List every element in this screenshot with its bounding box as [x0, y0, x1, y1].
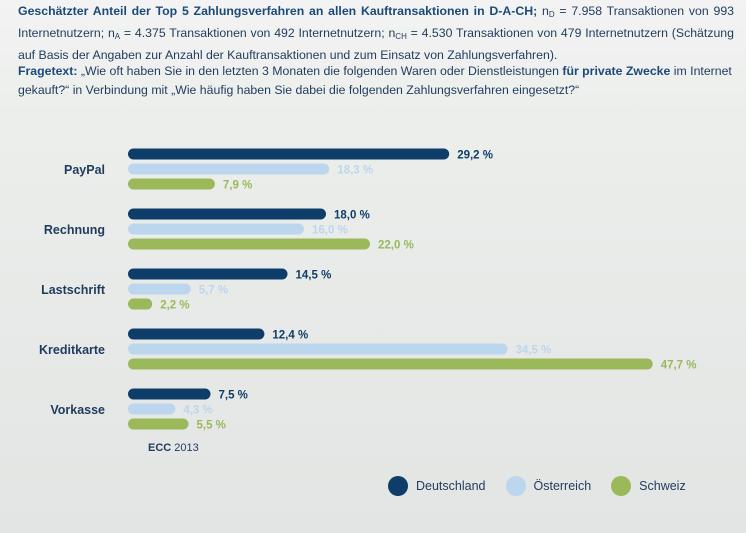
bar-schweiz-paypal: [128, 178, 215, 190]
data-label-oesterreich-kreditkarte: 34,5 %: [516, 345, 552, 357]
data-label-deutschland-kreditkarte: 12,4 %: [272, 330, 308, 342]
bar-deutschland-paypal: [128, 148, 450, 160]
data-label-deutschland-rechnung: 18,0 %: [334, 210, 370, 222]
bar-oesterreich-lastschrift: [128, 283, 191, 295]
chart-title: Geschätzter Anteil der Top 5 Zahlungsver…: [18, 4, 538, 18]
bar-oesterreich-vorkasse: [128, 403, 176, 415]
category-label-lastschrift: Lastschrift: [41, 283, 106, 297]
data-label-deutschland-vorkasse: 7,5 %: [219, 390, 248, 402]
category-label-vorkasse: Vorkasse: [50, 403, 105, 417]
data-label-oesterreich-paypal: 18,3 %: [337, 165, 373, 177]
bar-oesterreich-kreditkarte: [128, 343, 508, 355]
bar-schweiz-rechnung: [128, 238, 370, 250]
data-label-deutschland-lastschrift: 14,5 %: [296, 270, 332, 282]
data-label-schweiz-vorkasse: 5,5 %: [197, 420, 226, 432]
bar-oesterreich-rechnung: [128, 223, 304, 235]
category-label-rechnung: Rechnung: [44, 223, 105, 237]
legend-swatch-schweiz: [611, 476, 632, 496]
legend-label-schweiz: Schweiz: [639, 479, 686, 493]
data-label-schweiz-paypal: 7,9 %: [223, 180, 252, 192]
category-label-paypal: PayPal: [64, 163, 105, 177]
bar-schweiz-kreditkarte: [128, 358, 653, 370]
data-label-schweiz-rechnung: 22,0 %: [378, 240, 414, 252]
legend-item-schweiz: Schweiz: [611, 476, 686, 496]
question-lead: Fragetext:: [18, 64, 78, 78]
bar-schweiz-lastschrift: [128, 298, 153, 310]
legend-item-deutschland: Deutschland: [388, 476, 486, 496]
bar-deutschland-lastschrift: [128, 268, 288, 280]
legend-swatch-deutschland: [388, 476, 408, 496]
bar-deutschland-vorkasse: [128, 388, 211, 400]
source-note: ECC 2013: [148, 442, 199, 454]
data-label-schweiz-lastschrift: 2,2 %: [160, 300, 189, 312]
bar-oesterreich-paypal: [128, 163, 330, 175]
category-label-kreditkarte: Kreditkarte: [39, 343, 105, 357]
bar-deutschland-rechnung: [128, 208, 326, 220]
question-text: Fragetext: „Wie oft haben Sie in den let…: [18, 64, 732, 97]
legend: Deutschland Österreich Schweiz: [388, 476, 706, 496]
data-label-oesterreich-rechnung: 16,0 %: [312, 225, 348, 237]
question-emphasis: für private Zwecke: [562, 64, 671, 78]
data-label-deutschland-paypal: 29,2 %: [457, 150, 493, 162]
legend-label-deutschland: Deutschland: [416, 479, 486, 493]
bar-schweiz-vorkasse: [128, 418, 189, 430]
chart-description: Geschätzter Anteil der Top 5 Zahlungsver…: [18, 4, 735, 62]
data-label-schweiz-kreditkarte: 47,7 %: [661, 360, 697, 372]
bar-deutschland-kreditkarte: [128, 328, 265, 340]
legend-label-oesterreich: Österreich: [533, 479, 592, 493]
data-label-oesterreich-vorkasse: 4,3 %: [183, 405, 212, 417]
legend-item-oesterreich: Österreich: [505, 476, 592, 496]
data-label-oesterreich-lastschrift: 5,7 %: [199, 285, 228, 297]
legend-swatch-oesterreich: [505, 476, 526, 496]
